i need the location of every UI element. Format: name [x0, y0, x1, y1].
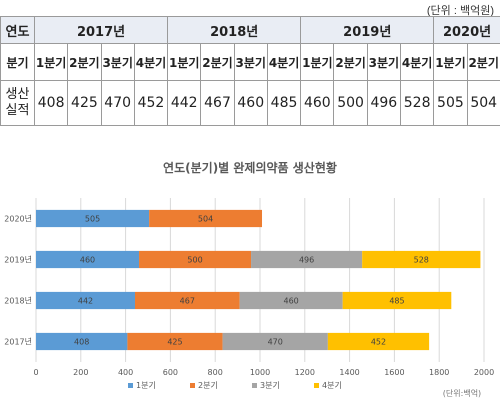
data-label: 470: [268, 338, 283, 347]
quarter-cell: 1분기: [300, 43, 335, 81]
data-label: 408: [74, 338, 89, 347]
bar-segment: [139, 250, 252, 269]
year-cell-2020: 2020년: [433, 16, 500, 44]
value-cell: 505: [433, 80, 468, 126]
value-cell: 485: [266, 80, 302, 126]
legend-swatch: [252, 383, 257, 388]
value-cell: 460: [233, 80, 268, 126]
y-tick-label: 2017년: [4, 337, 32, 347]
x-tick-label: 1200: [295, 368, 315, 377]
value-cell: 496: [366, 80, 401, 126]
year-cell-2018: 2018년: [167, 16, 302, 44]
x-tick-label: 2000: [474, 368, 494, 377]
x-tick-label: 400: [118, 368, 133, 377]
quarter-row: 분기 1분기 2분기 3분기 4분기 1분기 2분기 3분기 4분기 1분기 2…: [0, 43, 500, 81]
value-cell: 500: [333, 80, 368, 126]
data-label: 442: [78, 297, 93, 306]
value-cell: 442: [167, 80, 202, 126]
bar-segment: [135, 291, 240, 310]
chart-unit-label: (단위:백억): [443, 388, 481, 398]
quarter-cell: 1분기: [433, 43, 468, 81]
y-tick-label: 2019년: [4, 255, 32, 265]
bar-segment: [36, 250, 140, 269]
value-header: 생산 실적: [0, 80, 35, 126]
value-cell: 504: [466, 80, 500, 126]
value-cell: 470: [100, 80, 135, 126]
bar-segment: [149, 209, 263, 228]
year-header: 연도: [0, 16, 35, 44]
value-cell: 460: [300, 80, 335, 126]
data-label: 485: [389, 297, 404, 306]
x-tick-label: 1400: [339, 368, 359, 377]
quarter-cell: 4분기: [266, 43, 302, 81]
bar-segment: [36, 209, 150, 228]
data-label: 460: [283, 297, 298, 306]
data-label: 505: [85, 215, 100, 224]
x-tick-label: 600: [163, 368, 178, 377]
chart-title: 연도(분기)별 완제의약품 생산현황: [163, 160, 337, 175]
x-tick-label: 1800: [429, 368, 449, 377]
bar-segment: [36, 291, 136, 310]
data-label: 528: [414, 256, 429, 265]
bar-segment: [342, 291, 452, 310]
legend-swatch: [128, 383, 133, 388]
bar-segment: [327, 332, 430, 351]
production-chart: 연도(분기)별 완제의약품 생산현황 505 504 460 500 496 528 442…: [4, 160, 494, 398]
quarter-cell: 2분기: [333, 43, 368, 81]
x-tick-label: 1600: [384, 368, 404, 377]
quarter-cell: 4분기: [133, 43, 169, 81]
legend-label: 1분기: [136, 381, 156, 390]
bar-segment: [36, 332, 128, 351]
quarter-cell: 3분기: [100, 43, 135, 81]
quarter-cell: 2분기: [67, 43, 102, 81]
legend-swatch: [314, 383, 319, 388]
quarter-cell: 3분기: [366, 43, 401, 81]
year-cell-2019: 2019년: [300, 16, 435, 44]
bar-segment: [222, 332, 328, 351]
value-cell: 528: [399, 80, 435, 126]
legend-swatch: [190, 383, 195, 388]
bar-segment: [362, 250, 481, 269]
quarter-cell: 3분기: [233, 43, 268, 81]
production-table: 연도 2017년 2018년 2019년 2020년 분기 1분기 2분기 3분…: [0, 16, 500, 126]
quarter-cell: 1분기: [33, 43, 69, 81]
bar-segment: [127, 332, 223, 351]
data-label: 496: [299, 256, 314, 265]
bar-segment: [251, 250, 363, 269]
x-tick-label: 0: [33, 368, 38, 377]
data-label: 425: [167, 338, 182, 347]
year-row: 연도 2017년 2018년 2019년 2020년: [0, 16, 500, 44]
quarter-cell: 1분기: [167, 43, 202, 81]
value-row: 생산 실적 408 425 470 452 442 467 460 485 46…: [0, 80, 500, 126]
x-tick-label: 1000: [250, 368, 270, 377]
data-label: 452: [371, 338, 386, 347]
legend-label: 4분기: [322, 381, 342, 390]
y-tick-label: 2020년: [4, 214, 32, 224]
data-label: 500: [187, 256, 202, 265]
quarter-header: 분기: [0, 43, 35, 81]
value-cell: 408: [33, 80, 69, 126]
data-label: 467: [180, 297, 195, 306]
quarter-cell: 2분기: [466, 43, 500, 81]
year-cell-2017: 2017년: [33, 16, 169, 44]
value-cell: 425: [67, 80, 102, 126]
legend-label: 2분기: [198, 381, 218, 390]
bar-segment: [239, 291, 343, 310]
x-tick-label: 200: [73, 368, 88, 377]
quarter-cell: 4분기: [399, 43, 435, 81]
data-label: 504: [198, 215, 213, 224]
data-label: 460: [80, 256, 95, 265]
value-cell: 467: [200, 80, 235, 126]
legend-label: 3분기: [260, 381, 280, 390]
y-tick-label: 2018년: [4, 296, 32, 306]
quarter-cell: 2분기: [200, 43, 235, 81]
unit-note: (단위 : 백억원): [426, 5, 494, 17]
x-tick-label: 800: [208, 368, 223, 377]
value-cell: 452: [133, 80, 169, 126]
